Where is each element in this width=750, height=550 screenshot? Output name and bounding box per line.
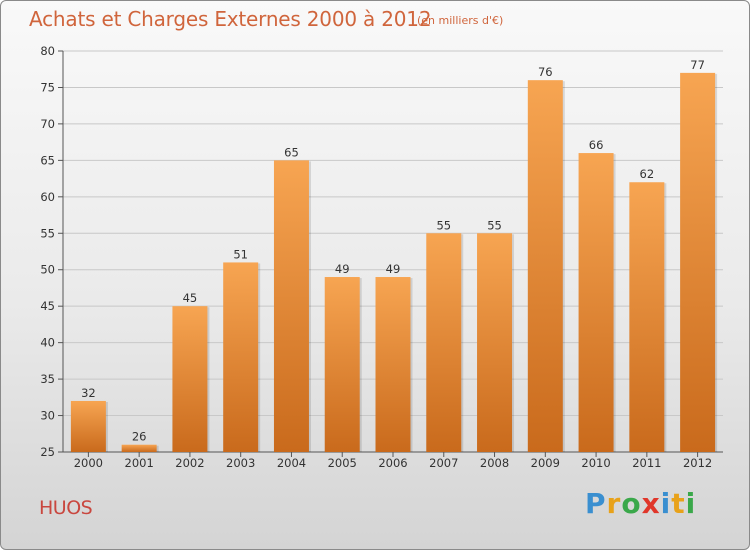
x-tick-label: 2008: [480, 456, 509, 470]
bar-2005: [324, 277, 360, 452]
bar-2008: [477, 233, 513, 452]
y-tick-label: 40: [40, 336, 55, 350]
data-label: 77: [690, 58, 705, 72]
x-tick-label: 2007: [429, 456, 458, 470]
data-label: 62: [640, 167, 655, 181]
x-tick-label: 2012: [683, 456, 712, 470]
y-tick-label: 50: [40, 263, 55, 277]
logo-letter: x: [641, 487, 661, 520]
x-tick-label: 2000: [74, 456, 103, 470]
bar-2012: [680, 72, 716, 452]
proxiti-logo[interactable]: Proxiti: [585, 487, 696, 520]
bar-2007: [426, 233, 462, 452]
data-label: 65: [284, 145, 299, 159]
y-tick-label: 70: [40, 117, 55, 131]
bar-2011: [629, 182, 665, 452]
logo-letter: r: [606, 487, 622, 520]
x-tick-label: 2003: [226, 456, 255, 470]
data-label: 32: [81, 386, 96, 400]
data-label: 76: [538, 65, 553, 79]
bar-layer: [70, 72, 718, 452]
x-tick-label: 2009: [531, 456, 560, 470]
bar-2001: [121, 444, 157, 452]
logo-letter: t: [671, 487, 686, 520]
bar-2003: [223, 262, 259, 452]
x-tick-label: 2005: [328, 456, 357, 470]
bar-2000: [70, 400, 106, 452]
y-tick-label: 30: [40, 409, 55, 423]
logo-letter: o: [621, 487, 642, 520]
data-label: 55: [436, 218, 451, 232]
data-label: 49: [335, 262, 350, 276]
logo-letter: i: [685, 487, 697, 520]
logo-letter: P: [585, 487, 607, 520]
data-label: 51: [233, 247, 248, 261]
y-tick-label: 75: [40, 80, 55, 94]
y-tick-label: 60: [40, 190, 55, 204]
bar-2004: [273, 160, 309, 452]
chart-title: Achats et Charges Externes 2000 à 2012: [29, 7, 432, 31]
y-tick-label: 35: [40, 372, 55, 386]
y-tick-label: 45: [40, 299, 55, 313]
y-tick-label: 65: [40, 153, 55, 167]
logo-letter: i: [660, 487, 672, 520]
data-label: 26: [132, 430, 147, 444]
place-name: HUOS: [39, 497, 93, 519]
x-tick-label: 2001: [125, 456, 154, 470]
data-label: 66: [589, 138, 604, 152]
x-tick-label: 2010: [581, 456, 610, 470]
label-layer: 32 26 45 51 65 49 49 55 55 76 66 62 77: [81, 58, 705, 444]
x-tick-label: 2004: [277, 456, 306, 470]
x-tick-label: 2006: [378, 456, 407, 470]
data-label: 49: [386, 262, 401, 276]
y-tick-label: 80: [40, 44, 55, 58]
x-tick-label: 2011: [632, 456, 661, 470]
data-label: 45: [183, 291, 198, 305]
bar-2009: [527, 80, 563, 452]
bar-2010: [578, 153, 614, 452]
chart-subtitle: (en milliers d'€): [417, 14, 504, 27]
bar-2006: [375, 277, 411, 452]
y-tick-label: 25: [40, 445, 55, 459]
x-tick-label: 2002: [175, 456, 204, 470]
y-tick-label: 55: [40, 226, 55, 240]
bar-2002: [172, 306, 208, 452]
data-label: 55: [487, 218, 502, 232]
